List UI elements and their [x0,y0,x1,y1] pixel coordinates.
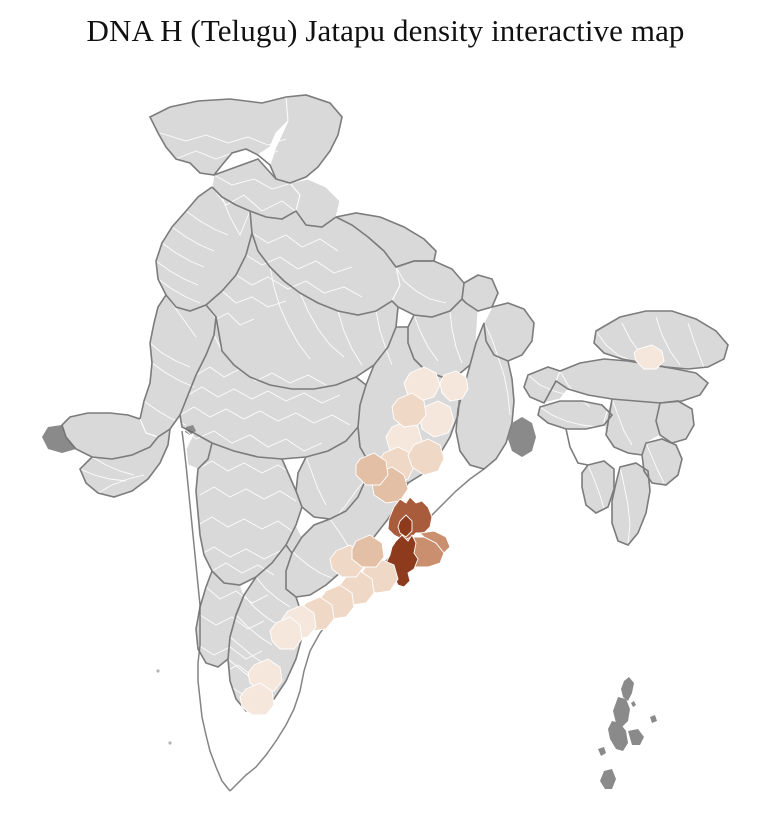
highlight-nellore[interactable] [269,616,303,650]
region-lakshadweep[interactable] [156,669,172,745]
highlight-ap-inland2[interactable] [351,534,385,568]
highlight-odisha-inner[interactable] [391,392,427,428]
highlight-odisha-north-light[interactable] [403,366,441,402]
region-kutch-tip[interactable] [42,425,76,453]
highlight-gajapati[interactable] [407,438,445,476]
highlight-odisha-mid-light[interactable] [439,370,469,402]
highlight-srikakulam-north[interactable] [397,514,413,538]
highlight-vizag-coastal[interactable] [419,530,451,554]
highlight-chittoor[interactable] [247,658,283,692]
region-andaman-nicobar[interactable] [598,677,664,815]
map-base-layer [42,94,729,815]
map-canvas[interactable] [0,55,771,815]
page-title: DNA H (Telugu) Jatapu density interactiv… [86,13,685,48]
state-boundaries [61,94,729,712]
highlight-layer[interactable] [239,344,665,716]
district-boundaries [79,132,707,700]
highlight-odisha-west[interactable] [355,452,389,486]
highlight-vellore[interactable] [239,682,275,716]
region-wb-coastal-dark[interactable] [508,417,536,457]
india-choropleth-map[interactable] [0,55,771,815]
highlight-lakhimpur[interactable] [633,344,665,370]
landmass-group [42,94,729,815]
